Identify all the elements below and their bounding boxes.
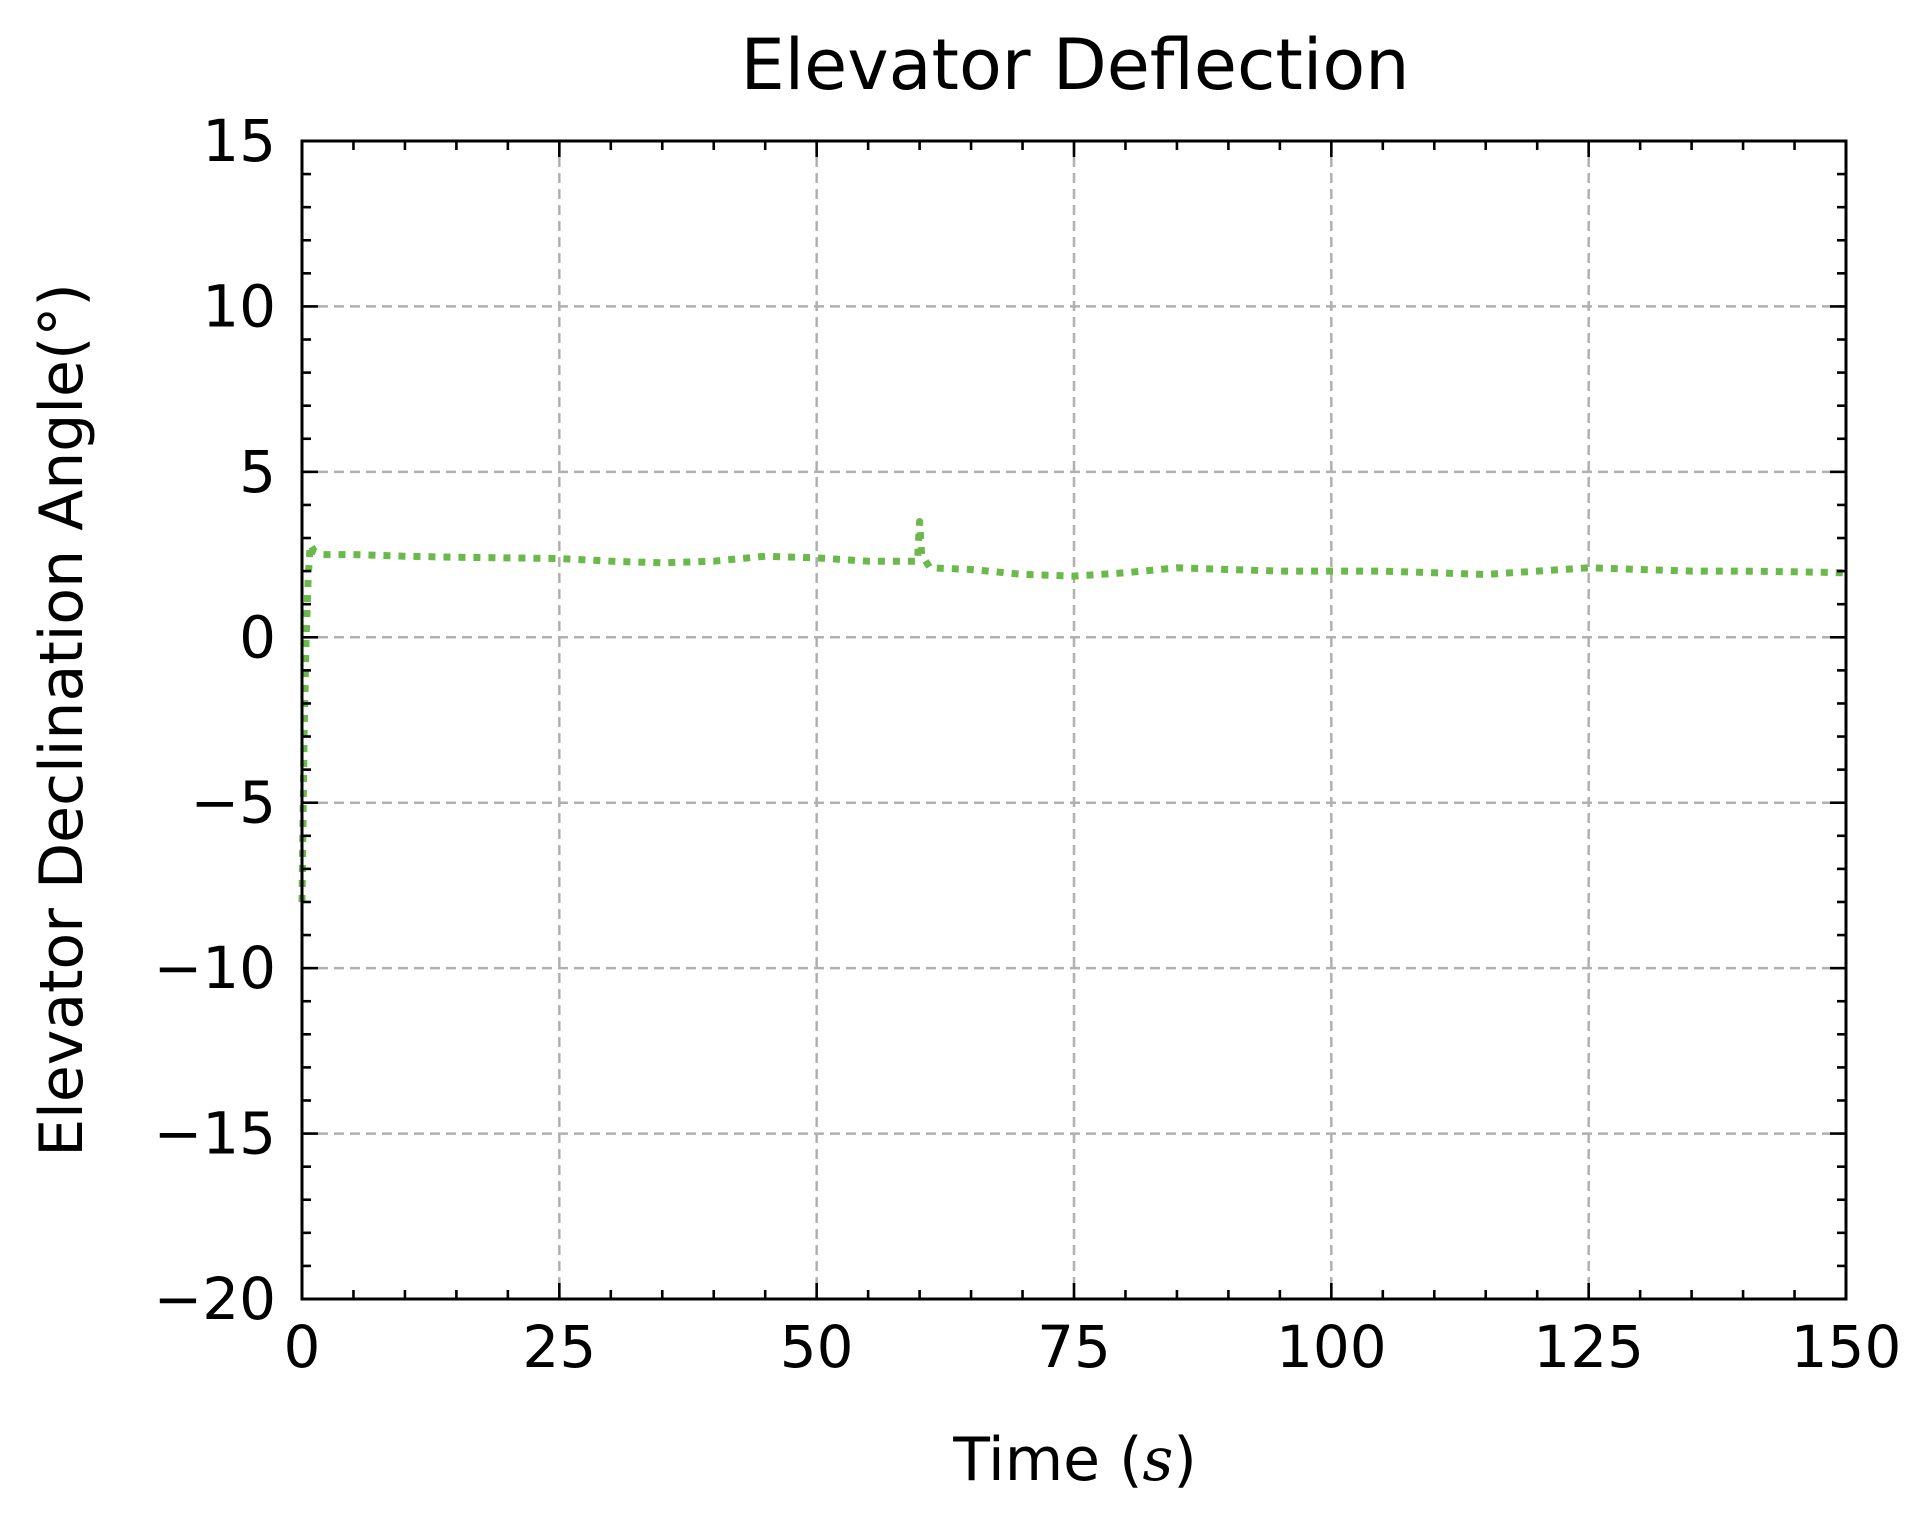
y-tick-label: 0 — [239, 603, 276, 671]
x-tick-label: 100 — [1276, 1313, 1387, 1381]
y-tick-label: −20 — [154, 1265, 276, 1333]
y-tick-label: 10 — [202, 272, 276, 340]
series-line — [298, 517, 1847, 903]
series-layer — [298, 517, 1847, 903]
x-axis-label-text: Time — [952, 1425, 1100, 1495]
y-tick-label: −10 — [154, 934, 276, 1002]
y-axis-label: Elevator Declination Angle(°) — [27, 283, 97, 1157]
x-tick-label: 150 — [1791, 1313, 1902, 1381]
y-tick-label: 15 — [202, 107, 276, 175]
x-axis-label: Time (s) — [952, 1425, 1197, 1495]
x-tick-label: 0 — [284, 1313, 321, 1381]
y-tick-label: −15 — [154, 1100, 276, 1168]
x-tick-label: 50 — [780, 1313, 854, 1381]
x-tick-label: 25 — [522, 1313, 596, 1381]
x-tick-label: 75 — [1037, 1313, 1111, 1381]
x-tick-label: 125 — [1533, 1313, 1644, 1381]
plot-frame — [300, 139, 1848, 1301]
y-tick-label: 5 — [239, 438, 276, 506]
tick-labels: 0 25 50 75 100 125 150 −20 −15 −10 −5 0 5 10 15 — [154, 107, 1902, 1381]
x-axis-unit: s — [1143, 1425, 1174, 1495]
grid — [302, 141, 1846, 1299]
y-tick-label: −5 — [191, 769, 277, 837]
chart-title: Elevator Deflection — [740, 24, 1409, 106]
